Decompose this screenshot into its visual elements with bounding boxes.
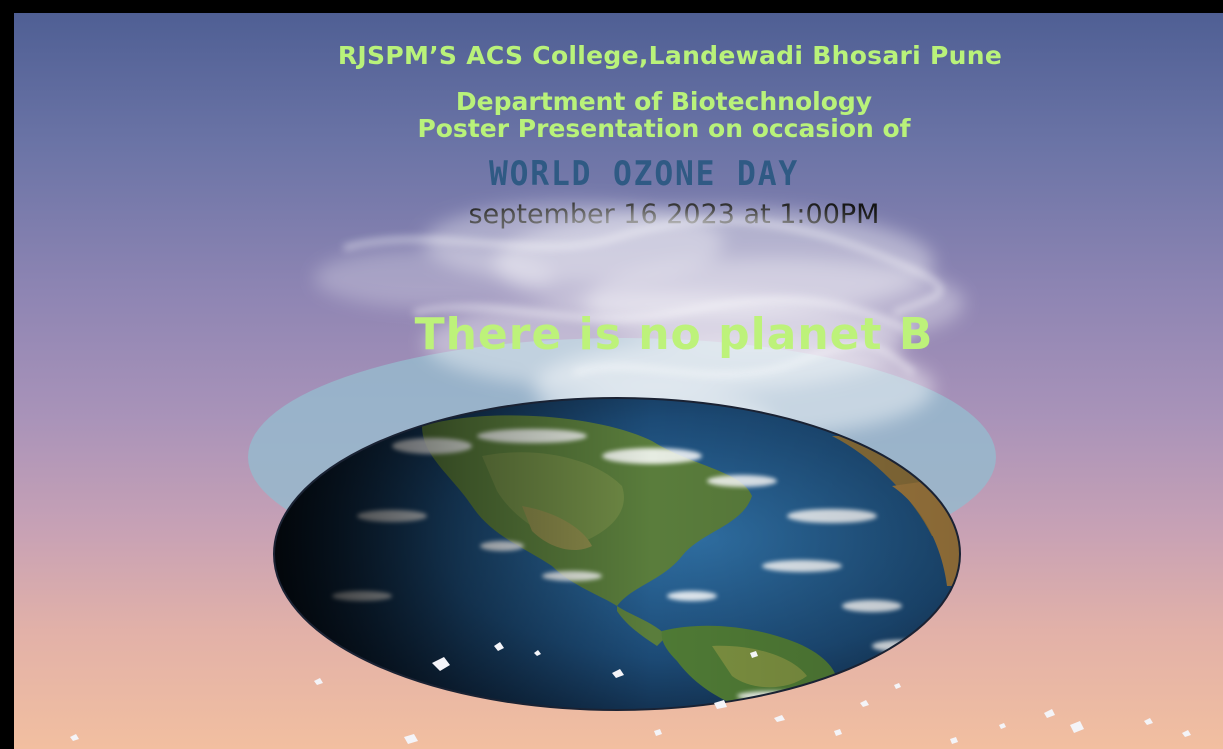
ice-fragments [70,642,1191,744]
slogan: There is no planet B [414,309,934,360]
occasion-line: Poster Presentation on occasion of [417,114,911,143]
event-title: WORLD OZONE DAY [488,154,800,194]
earth-globe-icon [273,397,961,711]
department-name: Department of Biotechnology [455,87,873,116]
college-name: RJSPM’S ACS College,Landewadi Bhosari Pu… [337,41,1003,70]
ozone-day-poster: RJSPM’S ACS College,Landewadi Bhosari Pu… [14,13,1223,749]
